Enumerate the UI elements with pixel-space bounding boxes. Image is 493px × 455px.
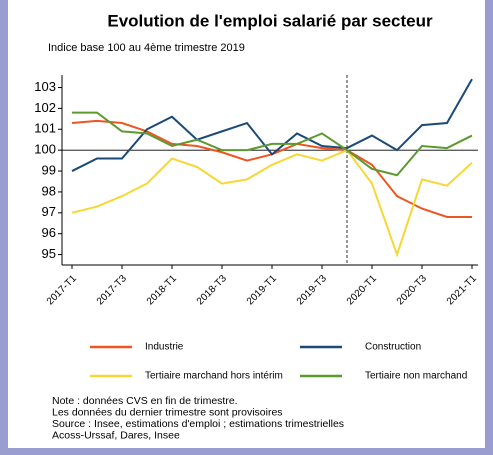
subtitle: Indice base 100 au 4ème trimestre 2019 — [48, 42, 245, 54]
y-tick-label: 98 — [42, 183, 56, 198]
y-tick-label: 97 — [42, 204, 56, 219]
series-line — [71, 148, 473, 258]
y-tick-label: 99 — [42, 162, 56, 177]
series-line — [72, 111, 473, 177]
y-tick-label: 101 — [34, 121, 56, 136]
y-tick-label: 103 — [34, 79, 56, 94]
note: Les données du dernier trimestre sont pr… — [52, 406, 283, 418]
chart-title: Evolution de l'emploi salarié par secteu… — [107, 11, 433, 30]
series-line — [71, 78, 473, 172]
y-tick-label: 100 — [34, 142, 56, 157]
legend-label: Construction — [365, 342, 421, 353]
legend-label: Tertiaire marchand hors intérim — [145, 371, 283, 382]
legend-label: Tertiaire non marchand — [365, 371, 467, 382]
y-tick-label: 96 — [42, 225, 56, 240]
panel — [8, 0, 485, 448]
note: Source : Insee, estimations d'emploi ; e… — [52, 418, 344, 430]
y-tick-label: 95 — [42, 246, 56, 261]
y-tick-label: 102 — [34, 100, 56, 115]
legend-label: Industrie — [145, 342, 184, 353]
note: Acoss-Urssaf, Dares, Insee — [52, 429, 180, 441]
note: Note : données CVS en fin de trimestre. — [52, 395, 238, 407]
